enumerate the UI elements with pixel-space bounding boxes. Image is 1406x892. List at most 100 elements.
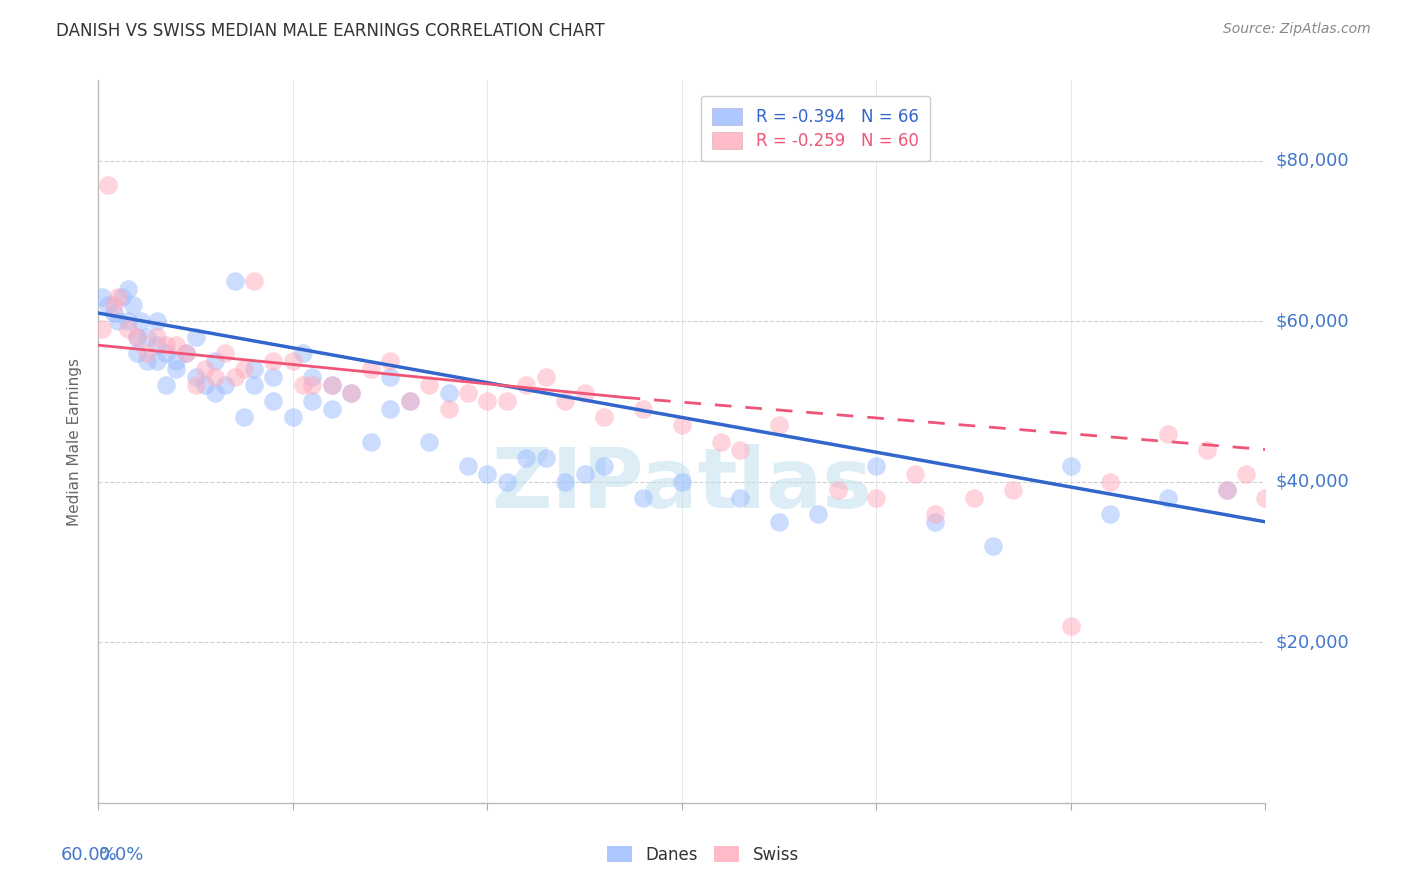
Point [117,314,139,328]
Point [1060,619,1083,633]
Point [111,290,134,304]
Point [91,322,114,336]
Point [184,330,207,344]
Point [91,290,114,304]
Point [233,410,256,425]
Point [1254,491,1277,505]
Point [262,370,284,384]
Text: ZIPatlas: ZIPatlas [492,444,872,525]
Point [380,354,402,368]
Point [418,378,440,392]
Point [534,450,557,465]
Point [515,450,537,465]
Point [398,394,420,409]
Point [1234,467,1257,481]
Legend: R = -0.394   N = 66, R = -0.259   N = 60: R = -0.394 N = 66, R = -0.259 N = 60 [700,95,931,161]
Point [380,402,402,417]
Point [243,274,266,288]
Point [554,475,576,489]
Point [243,378,266,392]
Point [768,515,790,529]
Point [730,442,752,457]
Point [1001,483,1024,497]
Point [97,298,120,312]
Point [301,394,323,409]
Point [981,539,1004,553]
Point [1060,458,1083,473]
Point [768,418,790,433]
Point [710,434,733,449]
Point [136,346,159,360]
Point [962,491,984,505]
Point [496,394,519,409]
Point [129,314,152,328]
Point [1215,483,1237,497]
Point [214,346,236,360]
Point [136,354,159,368]
Text: 0.0%: 0.0% [98,847,143,864]
Point [515,378,537,392]
Point [184,370,207,384]
Point [214,378,236,392]
Point [281,410,304,425]
Point [1098,475,1121,489]
Point [671,418,693,433]
Point [340,386,363,401]
Point [291,378,314,392]
Point [340,386,363,401]
Point [107,314,129,328]
Point [291,346,314,360]
Point [1157,491,1180,505]
Point [904,467,927,481]
Point [224,274,246,288]
Point [865,458,887,473]
Point [437,386,460,401]
Point [117,322,139,336]
Text: $40,000: $40,000 [1275,473,1348,491]
Point [631,491,654,505]
Point [534,370,557,384]
Point [262,394,284,409]
Point [243,362,266,376]
Point [631,402,654,417]
Point [301,370,323,384]
Point [827,483,849,497]
Point [360,362,382,376]
Point [574,467,596,481]
Point [418,434,440,449]
Point [184,378,207,392]
Point [204,370,226,384]
Point [117,282,139,296]
Point [127,330,149,344]
Point [204,386,226,401]
Point [165,338,187,352]
Point [865,491,887,505]
Point [281,354,304,368]
Point [1195,442,1218,457]
Text: $20,000: $20,000 [1275,633,1348,651]
Point [554,394,576,409]
Point [194,362,217,376]
Point [107,290,129,304]
Point [165,354,187,368]
Legend: Danes, Swiss: Danes, Swiss [600,839,806,871]
Point [380,370,402,384]
Point [457,386,479,401]
Point [103,298,125,312]
Point [1215,483,1237,497]
Point [321,378,343,392]
Point [146,338,169,352]
Point [730,491,752,505]
Point [321,402,343,417]
Point [127,330,149,344]
Point [807,507,830,521]
Point [204,354,226,368]
Point [97,178,120,192]
Text: DANISH VS SWISS MEDIAN MALE EARNINGS CORRELATION CHART: DANISH VS SWISS MEDIAN MALE EARNINGS COR… [56,22,605,40]
Point [924,515,946,529]
Y-axis label: Median Male Earnings: Median Male Earnings [67,358,83,525]
Point [593,458,616,473]
Point [127,346,149,360]
Point [671,475,693,489]
Point [496,475,519,489]
